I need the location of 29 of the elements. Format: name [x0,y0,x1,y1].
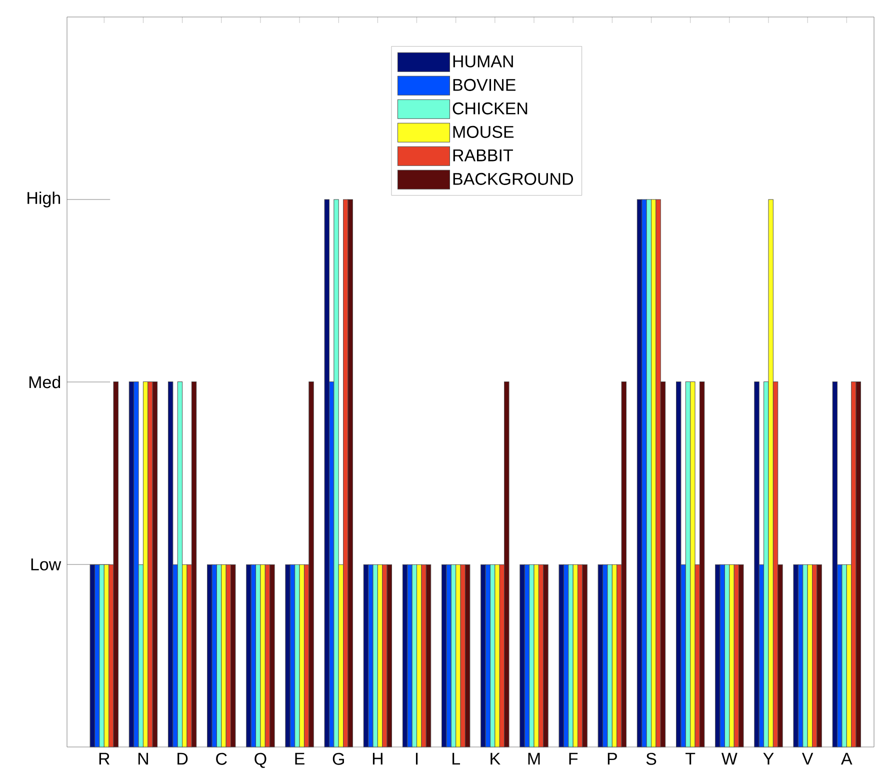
legend-label: MOUSE [453,126,514,138]
x-tick-label: H [372,752,382,765]
x-tick-label: E [295,752,304,765]
x-tick-label: M [528,752,540,765]
x-tick-label: T [686,752,696,765]
x-tick-label: R [99,752,110,765]
x-tick-label: I [416,752,418,765]
x-tick-label: V [802,752,814,765]
legend-label: RABBIT [453,150,513,162]
x-tick-label: Y [763,752,774,765]
x-tick-label: W [721,752,738,765]
x-tick-label: L [452,752,460,765]
text: Med [29,376,60,388]
x-tick-label: S [646,752,656,765]
x-tick-label: K [490,752,500,765]
text: High [28,192,60,208]
x-tick-label: F [569,752,578,765]
x-tick-label: C [216,752,227,765]
legend-label: BACKGROUND [453,172,574,185]
legend-label: BOVINE [453,78,516,91]
legend-label: HUMAN [453,56,513,68]
text: Low [31,558,62,570]
x-tick-label: N [138,752,148,765]
x-tick-label: D [178,752,188,765]
x-tick-label: Q [254,752,266,768]
x-tick-label: G [332,752,344,765]
legend-label: CHICKEN [452,102,528,114]
x-tick-label: A [841,752,852,765]
x-tick-label: P [608,752,617,765]
